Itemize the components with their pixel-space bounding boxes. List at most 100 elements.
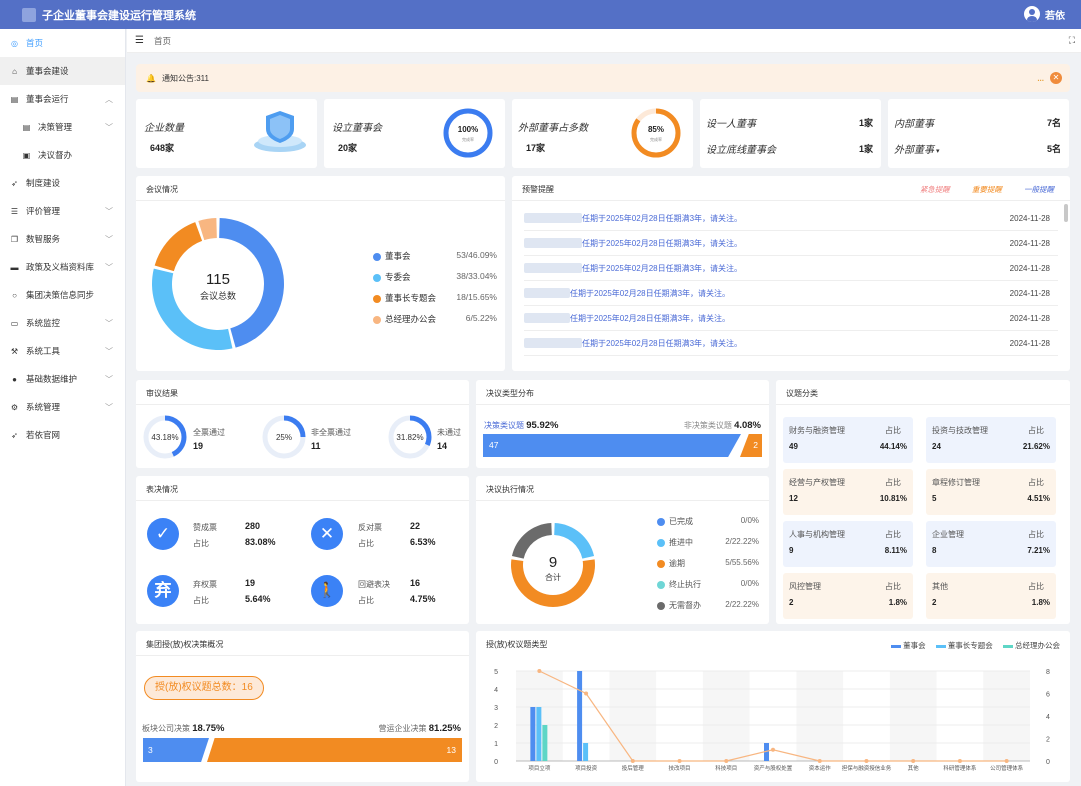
completion-pct: 85% — [648, 125, 664, 134]
notice-text[interactable]: 通知公告:311 — [161, 73, 209, 83]
sidebar-item-system-monitor[interactable]: ▭ 系统监控 ﹀ — [10, 318, 113, 328]
topic-cell[interactable]: 风控管理 2 占比 1.8% — [783, 573, 913, 619]
monitor-icon: ▭ — [10, 318, 19, 328]
review-card: 审议结果 43.18% 全票通过 19 25% 非全票通过 11 31.82% … — [136, 380, 469, 468]
stat-value: 1家 — [858, 144, 873, 154]
sync-icon: ○ — [12, 290, 17, 300]
sidebar-item-home[interactable]: ◎ 首页 — [11, 38, 44, 48]
chevron-down-icon: ﹀ — [105, 374, 113, 384]
tab-general[interactable]: 一般提醒 — [1024, 185, 1054, 194]
y-left-tick: 0 — [494, 759, 498, 766]
sidebar-item-evaluation[interactable]: ☰ 评价管理 ﹀ — [10, 206, 113, 216]
tab-urgent[interactable]: 紧急提醒 — [919, 185, 950, 194]
line-point — [537, 669, 542, 673]
line-series — [539, 670, 1007, 762]
card-title: 决议类型分布 — [486, 389, 534, 398]
cross-icon: ✕ — [311, 518, 343, 550]
line-point — [677, 759, 682, 763]
stat-label: 设立董事会 — [332, 123, 382, 134]
review-ring: 25% — [262, 415, 306, 459]
topic-cell[interactable]: 投资与技改管理 24 占比 21.62% — [926, 417, 1056, 463]
user-icon: ● — [12, 374, 17, 384]
notice-more[interactable]: ... — [1037, 73, 1044, 83]
meeting-total-label: 会议总数 — [200, 290, 236, 301]
sidebar-item-system-construction[interactable]: ➶ 制度建设 — [11, 178, 61, 188]
stat-value: 20家 — [338, 143, 358, 153]
sidebar-item-decision-mgmt[interactable]: ▤ 决策管理 ﹀ — [22, 122, 113, 132]
y-right-tick: 4 — [1046, 714, 1050, 721]
svg-text:25%: 25% — [276, 433, 292, 442]
stat-card-company-count: 企业数量 648家 — [136, 99, 317, 168]
sidebar-item-ruoyi-site[interactable]: ➶ 若依官网 — [11, 430, 61, 440]
sidebar-item-board-operation[interactable]: ▤ 董事会运行 ︿ — [10, 94, 113, 104]
topic-cell[interactable]: 财务与融资管理 49 占比 44.14% — [783, 417, 913, 463]
sidebar-item-board-building[interactable]: ⌂ 董事会建设 — [0, 57, 125, 85]
non-decision-bar[interactable]: 2 — [740, 434, 762, 457]
avatar-icon — [1024, 6, 1040, 22]
donut-slice — [198, 218, 217, 241]
legend-item: 已完成 0/0% — [657, 516, 759, 527]
stat-label[interactable]: 外部董事 ▾ — [894, 145, 940, 156]
list-item[interactable]: 任期于2025年02月28日任期满3年，请关注。 2024-11-28 — [524, 331, 1058, 356]
topic-cell[interactable]: 经营与产权管理 12 占比 10.81% — [783, 469, 913, 515]
decision-bar[interactable]: 47 — [483, 434, 741, 457]
list-item[interactable]: 任期于2025年02月28日任期满3年，请关注。 2024-11-28 — [524, 231, 1058, 256]
y-right-tick: 8 — [1046, 669, 1050, 676]
sidebar-item-policy-library[interactable]: ▬ 政策及义档资料库 ﹀ — [10, 262, 114, 272]
stat-value: 648家 — [150, 143, 175, 153]
close-icon[interactable]: ✕ — [1050, 72, 1062, 84]
sidebar-item-digital-service[interactable]: ❐ 数智服务 ﹀ — [10, 234, 113, 244]
legend-item: 推进中 2/22.22% — [657, 537, 759, 548]
scrollbar-thumb[interactable] — [1064, 204, 1068, 222]
list-item[interactable]: 任期于2025年02月28日任期满3年，请关注。 2024-11-28 — [524, 206, 1058, 231]
sidebar-item-system-mgmt[interactable]: ⚙ 系统管理 ﹀ — [10, 402, 113, 412]
operating-company-bar[interactable]: 13 — [207, 738, 462, 762]
tab-important[interactable]: 重要提醒 — [971, 185, 1002, 194]
board-company-bar[interactable]: 3 — [143, 738, 209, 762]
gear-icon: ⚙ — [10, 402, 19, 412]
x-tick: 其他 — [908, 764, 920, 772]
stat-value: 17家 — [526, 143, 546, 153]
send-icon: ➶ — [11, 430, 18, 440]
warning-card: 预警提醒 紧急提醒 重要提醒 一般提醒 任期于2025年02月28日任期满3年，… — [512, 176, 1070, 371]
stat-value: 5名 — [1046, 144, 1061, 154]
chevron-down-icon: ﹀ — [105, 346, 113, 356]
sidebar-item-group-sync[interactable]: ○ 集团决策信息同步 — [0, 281, 125, 309]
bar — [764, 743, 769, 761]
legend-item: 董事会 53/46.09% — [373, 250, 497, 271]
list-item[interactable]: 任期于2025年02月28日任期满3年，请关注。 2024-11-28 — [524, 256, 1058, 281]
topic-cell[interactable]: 章程修订管理 5 占比 4.51% — [926, 469, 1056, 515]
abstain-icon: 弃 — [147, 575, 179, 607]
menu-toggle-icon[interactable]: ☰ — [135, 35, 144, 46]
x-tick: 资产与股权处置 — [754, 764, 793, 772]
stat-label: 设立底线董事会 — [706, 145, 776, 156]
card-title: 议题分类 — [786, 389, 818, 398]
donut-slice — [219, 218, 284, 348]
sidebar-item-system-tools[interactable]: ⚒ 系统工具 ﹀ — [10, 346, 113, 356]
breadcrumb-home[interactable]: 首页 — [153, 35, 171, 46]
topic-cell[interactable]: 人事与机构管理 9 占比 8.11% — [783, 521, 913, 567]
tool-icon: ⚒ — [10, 346, 19, 356]
donut-slice — [554, 523, 595, 559]
user-menu[interactable]: 若依 — [1024, 6, 1065, 22]
card-title: 审议结果 — [146, 389, 178, 398]
sidebar-item-base-data[interactable]: ● 基础数据维护 ﹀ — [0, 365, 125, 393]
stat-card-external-majority: 外部董事占多数 17家 85% 完成率 — [512, 99, 693, 168]
check-icon: ✓ — [147, 518, 179, 550]
list-item[interactable]: 任期于2025年02月28日任期满3年，请关注。 2024-11-28 — [524, 306, 1058, 331]
stat-card-single-director: 设一人董事 1家 设立底线董事会 1家 — [700, 99, 881, 168]
topic-cell[interactable]: 其他 2 占比 1.8% — [926, 573, 1056, 619]
topic-cell[interactable]: 企业管理 8 占比 7.21% — [926, 521, 1056, 567]
meeting-donut-chart: 115 会议总数 — [152, 218, 284, 350]
fullscreen-icon[interactable]: ⛶ — [1068, 35, 1075, 45]
folder-icon: ▤ — [22, 122, 31, 132]
chevron-down-icon: ﹀ — [105, 262, 113, 272]
notice-bar: 🔔 通知公告:311 ... ✕ — [136, 64, 1070, 92]
sidebar-item-resolution-supervision[interactable]: ▣ 决议督办 — [22, 150, 73, 160]
card-title: 预警提醒 — [522, 185, 554, 194]
line-point — [864, 759, 869, 763]
app-logo-icon — [22, 7, 36, 22]
donut-slice — [511, 559, 595, 607]
x-tick: 科技项目 — [715, 764, 737, 772]
list-item[interactable]: 任期于2025年02月28日任期满3年，请关注。 2024-11-28 — [524, 281, 1058, 306]
